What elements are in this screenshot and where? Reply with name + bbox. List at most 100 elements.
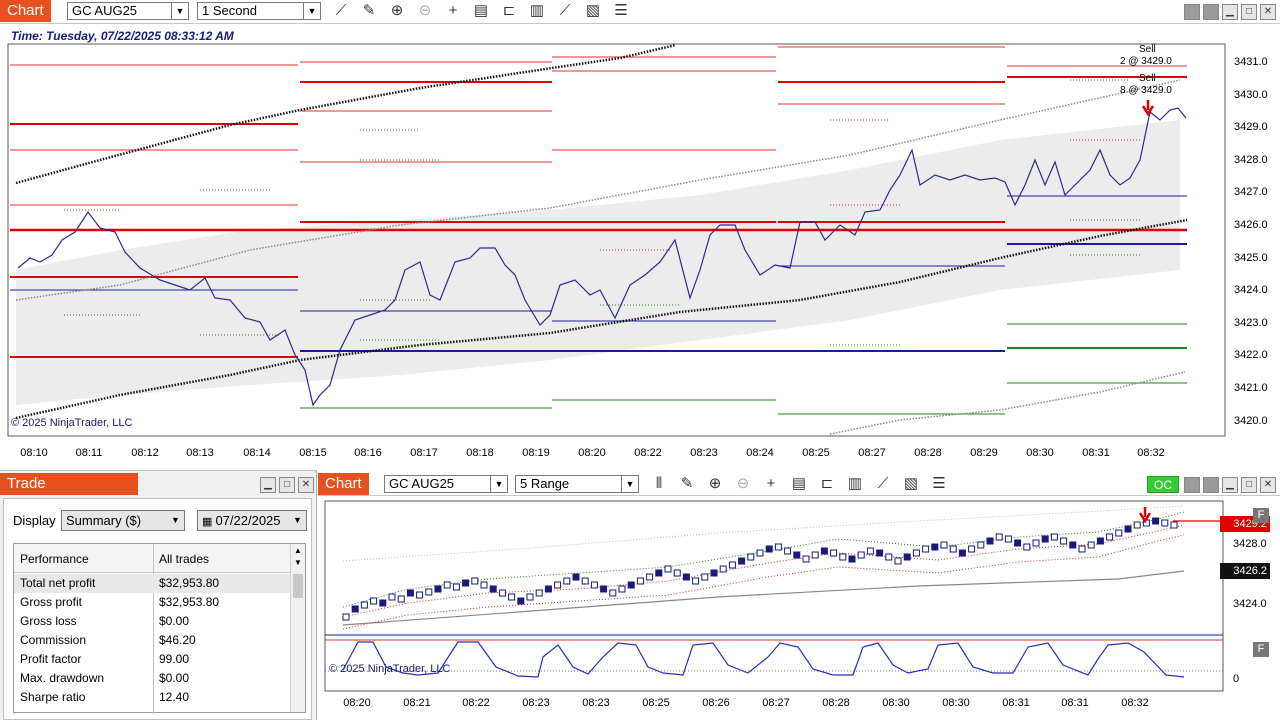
date-picker[interactable]: ▦ 07/22/2025 ▼ xyxy=(197,510,307,531)
zoom-in-icon[interactable]: ⊕ xyxy=(390,2,404,19)
indicators-icon[interactable]: ▥ xyxy=(529,2,545,19)
vertical-scrollbar[interactable]: ▲ ▼ xyxy=(290,544,305,712)
table-row[interactable]: Gross loss $0.00 xyxy=(14,612,304,631)
table-row[interactable]: Commission $46.20 xyxy=(14,631,304,650)
list-icon[interactable]: ☰ xyxy=(932,475,946,492)
time-readout: Time: Tuesday, 07/22/2025 08:33:12 AM xyxy=(11,29,234,43)
range-bar xyxy=(728,561,736,569)
trade-annotation-side: Sell xyxy=(1139,73,1156,84)
row-value: $0.00 xyxy=(159,671,190,685)
bottom-price-chart[interactable] xyxy=(318,497,1280,719)
top-chart-tab[interactable]: Chart xyxy=(0,0,51,22)
range-bar xyxy=(692,577,700,585)
range-bar xyxy=(1069,541,1077,549)
range-bar xyxy=(912,549,920,557)
time-axis-label: 08:27 xyxy=(762,697,790,709)
row-label: Total net profit xyxy=(20,576,96,590)
minimize-button[interactable]: ▁ xyxy=(260,477,276,493)
indicators-icon[interactable]: ▥ xyxy=(847,475,863,492)
table-row[interactable]: Gross profit $32,953.80 xyxy=(14,593,304,612)
zoom-in-icon[interactable]: ⊕ xyxy=(708,475,722,492)
close-button[interactable]: ✕ xyxy=(298,477,314,493)
cascade-icon[interactable] xyxy=(1203,477,1219,493)
table-row[interactable]: Total net profit $32,953.80 xyxy=(14,574,304,593)
interval-select[interactable]: 1 Second ▼ xyxy=(197,2,321,20)
time-axis-label: 08:25 xyxy=(642,697,670,709)
chevron-down-icon: ▼ xyxy=(303,3,320,19)
time-axis-label: 08:30 xyxy=(1026,447,1054,459)
templates-icon[interactable]: ▧ xyxy=(903,475,919,492)
price-marker-black: 3426.2 xyxy=(1220,563,1270,579)
list-icon[interactable]: ☰ xyxy=(614,2,628,19)
range-bar xyxy=(747,553,755,561)
strategy-icon[interactable]: ⟋ xyxy=(877,475,889,492)
range-bar xyxy=(581,577,589,585)
price-axis-label: 3429.0 xyxy=(1234,121,1268,134)
panel-f-button[interactable]: F xyxy=(1253,508,1269,523)
table-row[interactable]: Sharpe ratio 12.40 xyxy=(14,688,304,707)
range-bar xyxy=(765,545,773,553)
scroll-down-icon[interactable]: ▼ xyxy=(294,558,302,567)
instrument-select[interactable]: GC AUG25 ▼ xyxy=(67,2,189,20)
price-axis-label: 3431.0 xyxy=(1234,56,1268,68)
zoom-out-icon[interactable]: ⊖ xyxy=(736,475,750,492)
pencil-icon[interactable]: ✎ xyxy=(680,475,694,492)
bar-type-icon[interactable]: ⊏ xyxy=(820,475,834,492)
display-select[interactable]: Summary ($) ▼ xyxy=(61,510,185,531)
crosshair-icon[interactable]: + xyxy=(448,2,458,19)
price-axis-label: 3421.0 xyxy=(1234,382,1268,394)
scroll-thumb[interactable] xyxy=(293,574,303,598)
properties-icon[interactable]: ▤ xyxy=(473,2,489,19)
instrument-value: GC AUG25 xyxy=(389,476,455,491)
range-bar xyxy=(1115,529,1123,537)
templates-icon[interactable]: ▧ xyxy=(585,2,601,19)
chevron-down-icon: ▼ xyxy=(171,515,180,525)
oc-badge[interactable]: OC xyxy=(1147,476,1179,493)
table-row[interactable]: Max. drawdown $0.00 xyxy=(14,669,304,688)
properties-icon[interactable]: ▤ xyxy=(791,475,807,492)
instrument-value: GC AUG25 xyxy=(72,3,138,18)
bottom-chart-toolbar: Chart GC AUG25 ▼ 5 Range ▼ ⫴ ✎ ⊕ ⊖ + ▤ ⊏… xyxy=(318,472,1280,496)
range-bar xyxy=(664,565,672,573)
tile-icon[interactable] xyxy=(1184,4,1200,20)
bottom-chart-tab[interactable]: Chart xyxy=(318,473,369,495)
range-bar xyxy=(977,541,985,549)
bottom-instrument-select[interactable]: GC AUG25 ▼ xyxy=(384,475,508,493)
cascade-icon[interactable] xyxy=(1203,4,1219,20)
range-bar xyxy=(1004,535,1012,543)
crosshair-icon[interactable]: + xyxy=(766,475,776,492)
header-all-trades[interactable]: All trades xyxy=(159,552,210,566)
time-axis-label: 08:10 xyxy=(20,447,48,459)
tile-icon[interactable] xyxy=(1184,477,1200,493)
maximize-button[interactable]: □ xyxy=(279,477,295,493)
range-bar xyxy=(425,588,433,596)
pencil-icon[interactable]: ✎ xyxy=(362,2,376,19)
line-tool-icon[interactable]: ⟋ xyxy=(335,2,347,19)
close-button[interactable]: ✕ xyxy=(1260,4,1276,20)
row-label: Commission xyxy=(20,633,87,647)
scroll-up-icon[interactable]: ▲ xyxy=(294,546,302,555)
bar-chart-icon[interactable]: ⫴ xyxy=(655,475,663,492)
chevron-down-icon: ▼ xyxy=(171,3,188,19)
panel-f-button[interactable]: F xyxy=(1253,642,1269,657)
range-bar xyxy=(471,577,479,585)
chevron-down-icon: ▼ xyxy=(621,476,638,492)
range-bar xyxy=(986,537,994,545)
zoom-out-icon[interactable]: ⊖ xyxy=(418,2,432,19)
minimize-button[interactable]: ▁ xyxy=(1222,477,1238,493)
table-row[interactable]: Profit factor 99.00 xyxy=(14,650,304,669)
range-bar xyxy=(360,601,368,609)
price-axis-label: 3430.0 xyxy=(1234,88,1268,101)
strategy-icon[interactable]: ⟋ xyxy=(559,2,571,19)
close-button[interactable]: ✕ xyxy=(1260,477,1276,493)
bar-type-icon[interactable]: ⊏ xyxy=(502,2,516,19)
bottom-interval-select[interactable]: 5 Range ▼ xyxy=(515,475,639,493)
minimize-button[interactable]: ▁ xyxy=(1222,4,1238,20)
maximize-button[interactable]: □ xyxy=(1241,477,1257,493)
top-price-chart[interactable] xyxy=(0,0,1280,470)
trade-performance-tab[interactable]: Trade Performance xyxy=(0,473,138,514)
range-bar xyxy=(397,595,405,603)
price-axis-label: 3423.0 xyxy=(1234,316,1268,329)
maximize-button[interactable]: □ xyxy=(1241,4,1257,20)
header-performance[interactable]: Performance xyxy=(20,552,89,566)
